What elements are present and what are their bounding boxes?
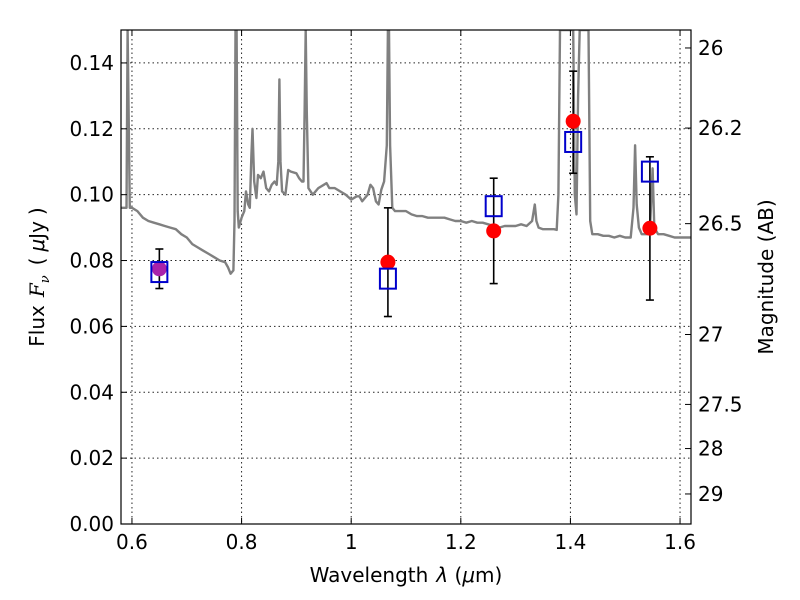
x-tick-label: 1.2 — [445, 530, 477, 554]
y-tick-label: 0.02 — [69, 446, 114, 470]
model-photometry-box — [150, 261, 169, 284]
y-tick-label: 0.00 — [69, 512, 114, 536]
model-photometry-box — [564, 130, 583, 153]
y2-axis-title: Magnitude (AB) — [754, 199, 778, 354]
y-tick-label: 0.10 — [69, 183, 114, 207]
model-spectrum-line — [121, 30, 691, 275]
observed-point — [565, 113, 581, 129]
x-axis-title-mu: μ — [461, 563, 475, 587]
y-tick-label: 0.04 — [69, 380, 114, 404]
observed-point — [151, 261, 167, 277]
mag-tick-label: 26 — [698, 36, 723, 60]
x-axis-title-unit-close: m) — [475, 563, 502, 587]
mag-tick-label: 26.2 — [698, 116, 743, 140]
y-tick-label: 0.12 — [69, 117, 114, 141]
y-axis-title-prefix: Flux — [25, 305, 49, 347]
spectrum-layer — [121, 30, 691, 275]
y-axis-title-unit-open: ( — [25, 258, 49, 266]
x-tick-label: 1.6 — [664, 530, 696, 554]
y-tick-label: 0.08 — [69, 249, 114, 273]
model-photometry-box — [378, 267, 397, 290]
observed-point — [486, 223, 502, 239]
y-tick-label: 0.14 — [69, 51, 114, 75]
y-axis-title-mu: μ — [25, 239, 49, 253]
model-photometry-box — [484, 195, 503, 218]
mag-tick-label: 29 — [698, 482, 723, 506]
observed-point — [642, 220, 658, 236]
y-axis-title-unit-rest: Jy — [25, 221, 49, 241]
x-tick-label: 1 — [345, 530, 358, 554]
y-axis-title-symbol: F — [25, 282, 49, 298]
x-tick-label: 0.6 — [116, 530, 148, 554]
mag-tick-label: 27.5 — [698, 392, 743, 416]
x-axis-title-prefix: Wavelength — [310, 563, 429, 587]
model-photometry-box — [640, 160, 659, 183]
observed-point — [380, 254, 396, 270]
model-photometry-points — [150, 130, 659, 290]
y-tick-label: 0.06 — [69, 314, 114, 338]
x-tick-label: 1.4 — [555, 530, 587, 554]
y-axis-title: Flux Fν ( μJy) — [25, 207, 53, 346]
plot-frame — [120, 29, 692, 525]
x-axis-title-unit-open: ( — [448, 563, 462, 587]
mag-tick-label: 27 — [698, 322, 723, 346]
y-axis-title-unit-close: ) — [25, 207, 49, 215]
ticks: 0.6 0.8 1 1.2 1.4 1.6 0.00 0.02 0.04 0.06 0.08 0.10… — [69, 30, 743, 554]
x-axis-title-symbol: λ — [435, 563, 448, 587]
y-axis-title-subscript: ν — [38, 275, 53, 283]
observed-points — [151, 113, 658, 277]
mag-tick-label: 28 — [698, 437, 723, 461]
x-tick-label: 0.8 — [226, 530, 258, 554]
x-axis-title: Wavelength λ (μm) — [310, 563, 503, 587]
mag-tick-label: 26.5 — [698, 212, 743, 236]
